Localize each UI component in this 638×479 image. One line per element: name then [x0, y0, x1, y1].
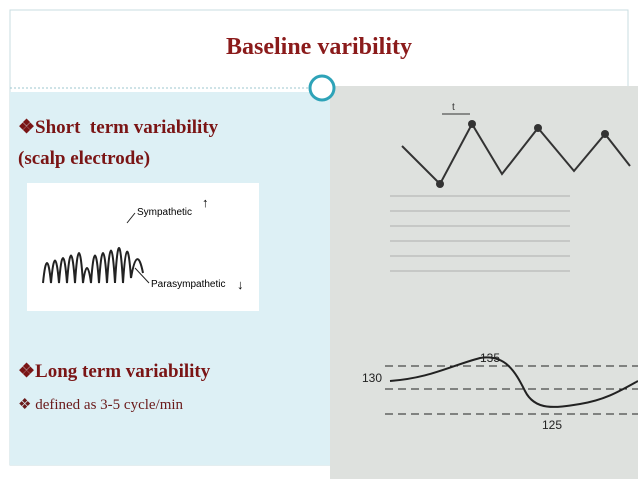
- autonomic-figure: Sympathetic ↑ Parasympathetic ↓: [27, 183, 259, 311]
- figure-label: Sympathetic: [137, 207, 192, 218]
- photo-label: 130: [362, 371, 382, 385]
- bullet-continuation: (scalp electrode): [18, 148, 151, 169]
- photo-label: t: [452, 102, 455, 113]
- bullet: ❖Short term variability: [18, 117, 219, 138]
- photo-label: 125: [542, 418, 562, 432]
- figure-arrow: ↑: [202, 195, 209, 210]
- bullet: ❖ defined as 3-5 cycle/min: [18, 397, 184, 413]
- figure-arrow: ↓: [237, 277, 244, 292]
- decor-circle: [308, 74, 336, 102]
- textbook-photo: t 130 135 125: [330, 86, 638, 479]
- figure-label: Parasympathetic: [151, 279, 225, 290]
- bullet: ❖Long term variability: [18, 361, 211, 382]
- photo-label: 135: [480, 351, 500, 365]
- slide-title: Baseline varibility: [226, 34, 412, 60]
